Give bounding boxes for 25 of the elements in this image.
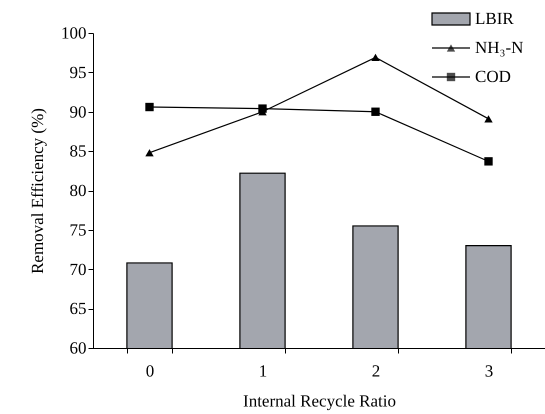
x-tick-label: 0 xyxy=(146,362,154,380)
x-tick-label: 1 xyxy=(258,362,268,380)
y-tick-label: 75 xyxy=(70,220,86,240)
x-tick-label: 3 xyxy=(484,362,494,380)
point xyxy=(484,115,493,122)
point xyxy=(484,157,493,166)
y-axis-title: Removal Efficiency (%) xyxy=(28,108,47,274)
y-tick-label: 70 xyxy=(70,260,86,279)
point xyxy=(145,149,154,156)
y-tick-label: 60 xyxy=(70,338,86,358)
point xyxy=(371,108,380,116)
legend-label: NH₃-N xyxy=(475,38,524,57)
x-axis-title: Internal Recycle Ratio xyxy=(243,392,396,410)
x-tick-label: 2 xyxy=(372,362,380,380)
y-tick-label: 85 xyxy=(70,142,86,161)
point xyxy=(258,104,267,113)
y-tick-label: 80 xyxy=(70,181,86,200)
legend-label: COD xyxy=(475,67,511,86)
y-tick-label: 95 xyxy=(70,62,86,82)
y-tick-label: 65 xyxy=(70,299,86,318)
point xyxy=(145,102,154,112)
y-tick-label: 100 xyxy=(61,24,86,42)
point xyxy=(371,54,380,62)
legend-label: LBIR xyxy=(475,9,514,28)
y-tick-label: 90 xyxy=(70,102,86,122)
